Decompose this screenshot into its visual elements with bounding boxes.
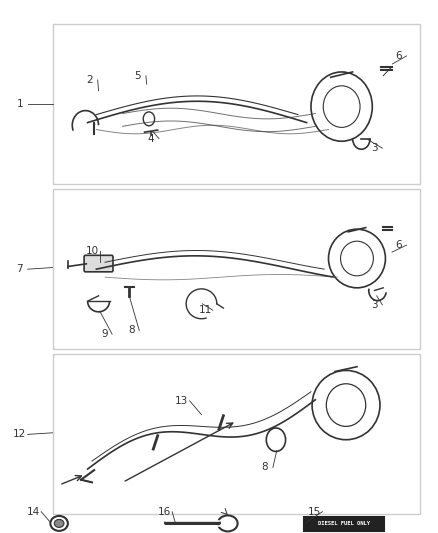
Text: 3: 3 [371,300,378,310]
Text: 3: 3 [371,143,378,153]
Text: 8: 8 [128,326,135,335]
Bar [53,189,420,349]
Text: 6: 6 [395,51,402,61]
Text: 6: 6 [395,240,402,250]
Text: DIESEL FUEL ONLY: DIESEL FUEL ONLY [318,521,370,527]
Text: 13: 13 [175,396,188,406]
Text: 12: 12 [13,430,26,439]
Ellipse shape [54,519,64,528]
Text: 2: 2 [86,75,93,85]
FancyBboxPatch shape [84,255,113,272]
Text: 11: 11 [198,305,212,315]
Text: 14: 14 [27,507,40,516]
Text: 8: 8 [261,463,268,472]
Text: 15: 15 [308,507,321,516]
Text: 5: 5 [134,71,141,80]
Text: 10: 10 [85,246,99,255]
Text: 4: 4 [148,134,155,143]
Bar [53,24,420,184]
Bar [53,354,420,514]
Text: 1: 1 [16,99,23,109]
Text: 7: 7 [16,264,23,274]
Text: 16: 16 [158,507,171,516]
FancyBboxPatch shape [304,517,384,531]
Text: 9: 9 [101,329,108,339]
